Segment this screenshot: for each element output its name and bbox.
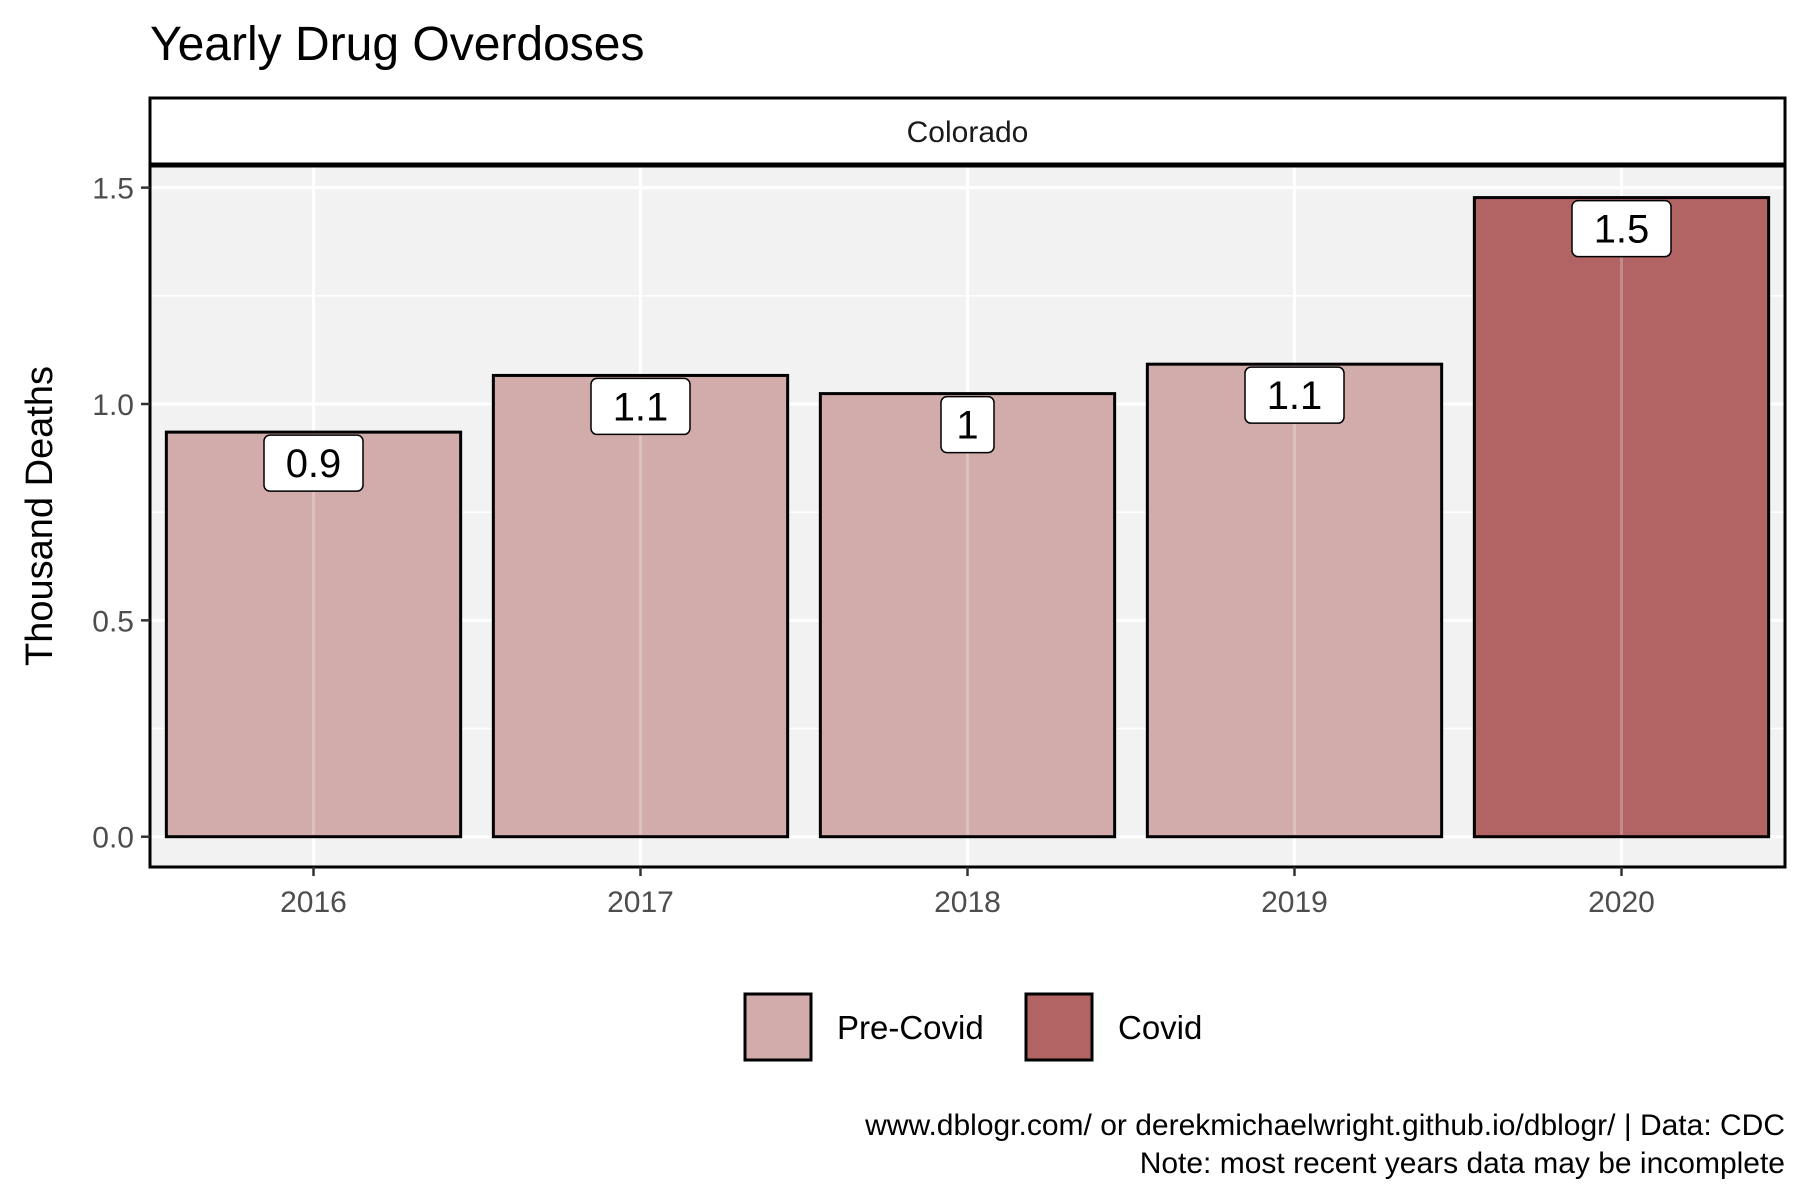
data-label: 1: [956, 404, 978, 448]
caption-source: www.dblogr.com/ or derekmichaelwright.gi…: [864, 1109, 1785, 1142]
legend-label: Covid: [1118, 1009, 1202, 1046]
bar-2017: [491, 373, 790, 839]
chart-title: Yearly Drug Overdoses: [150, 18, 644, 71]
facet-strip: [148, 96, 1787, 166]
bar-2016: [164, 430, 463, 839]
data-label-box: [263, 434, 364, 492]
bars: [164, 196, 1771, 839]
legend-key-pre-covid: [743, 992, 813, 1062]
y-tick-label: 1.5: [92, 173, 134, 206]
data-label: 0.9: [286, 442, 342, 486]
x-tick-label: 2020: [1588, 886, 1655, 919]
y-tick-label: 0.0: [92, 822, 134, 855]
data-label-box: [940, 395, 995, 454]
data-label-box: [1571, 199, 1672, 258]
legend: Pre-Covid Covid: [743, 992, 1202, 1062]
x-tick-label: 2017: [607, 886, 674, 919]
bar-2018: [818, 392, 1117, 839]
y-tick-label: 0.5: [92, 605, 134, 638]
x-tick-label: 2018: [934, 886, 1001, 919]
data-label-box: [1244, 366, 1345, 424]
y-tick-label: 1.0: [92, 389, 134, 422]
y-axis: 0.0 0.5 1.0 1.5: [92, 173, 150, 855]
caption-note: Note: most recent years data may be inco…: [1140, 1147, 1785, 1180]
bar-2019: [1145, 362, 1444, 839]
data-label: 1.5: [1594, 208, 1650, 252]
bar-labels: 0.9 1.1 1 1.1 1.5: [263, 199, 1672, 492]
x-tick-label: 2016: [280, 886, 347, 919]
legend-key-covid: [1024, 992, 1094, 1062]
data-label: 1.1: [613, 385, 669, 429]
data-label: 1.1: [1267, 374, 1323, 418]
x-axis: 2016 2017 2018 2019 2020: [280, 867, 1655, 919]
bar-2020: [1472, 196, 1771, 839]
x-tick-label: 2019: [1261, 886, 1328, 919]
legend-label: Pre-Covid: [837, 1009, 984, 1046]
y-axis-title: Thousand Deaths: [19, 366, 61, 666]
facet-label: Colorado: [907, 116, 1029, 149]
data-label-box: [590, 377, 691, 436]
